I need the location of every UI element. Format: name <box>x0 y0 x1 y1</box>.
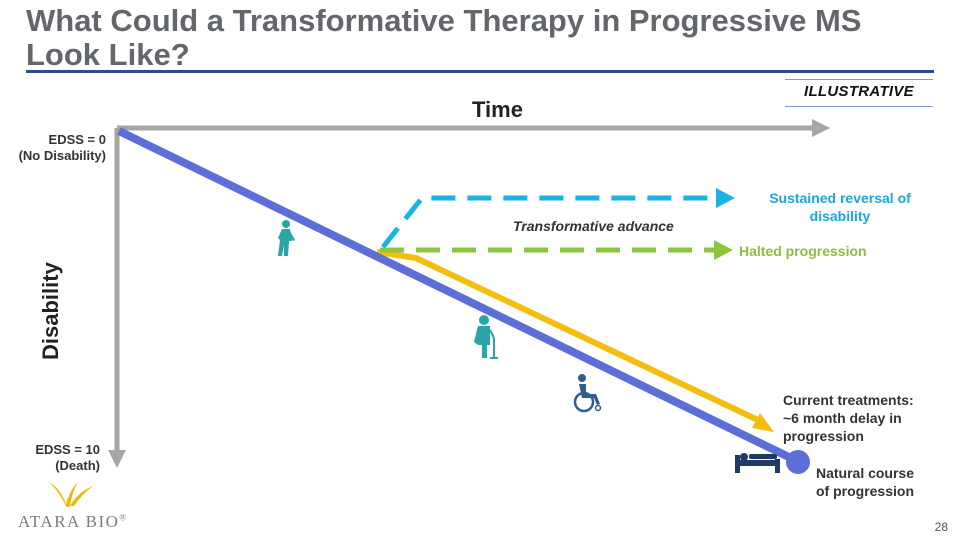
edss-zero-line2: (No Disability) <box>18 148 106 163</box>
sustained-reversal-line <box>381 195 718 249</box>
halted-progression-arrow <box>714 240 733 260</box>
edss-ten-line1: EDSS = 10 <box>35 442 100 457</box>
current-line2: ~6 month delay in <box>783 410 902 426</box>
person-with-cane-icon <box>474 315 498 359</box>
atara-logo-icon <box>49 482 93 507</box>
disability-axis-arrow <box>108 450 126 468</box>
page-number: 28 <box>934 520 948 534</box>
wheelchair-icon <box>573 374 602 413</box>
badge-bottom-rule <box>785 106 933 107</box>
sustained-reversal-arrow <box>716 188 735 208</box>
title-divider <box>26 70 934 73</box>
company-logo: ATARA BIO® <box>18 512 128 532</box>
logo-name: ATARA BIO <box>18 512 120 531</box>
sustained-line1: Sustained reversal of <box>769 190 911 206</box>
halted-progression-label: Halted progression <box>739 243 867 259</box>
sustained-line2: disability <box>809 208 871 224</box>
illustrative-badge: ILLUSTRATIVE <box>804 83 914 100</box>
edss-ten-line2: (Death) <box>55 458 100 473</box>
badge-top-rule <box>785 79 933 80</box>
edss-ten-label: EDSS = 10 (Death) <box>10 442 100 474</box>
logo-registered: ® <box>119 512 128 523</box>
current-treatments-arrow <box>752 413 774 432</box>
current-line3: progression <box>783 428 864 444</box>
natural-course-label: Natural course of progression <box>815 464 915 500</box>
edss-zero-line1: EDSS = 0 <box>48 132 106 147</box>
current-treatments-line <box>376 249 762 424</box>
time-axis-label: Time <box>472 97 523 122</box>
natural-course-line <box>117 127 799 465</box>
bed-icon <box>735 453 780 473</box>
disability-axis-label: Disability <box>38 262 63 360</box>
sustained-reversal-label: Sustained reversal of disability <box>740 189 940 225</box>
natural-line1: Natural course <box>815 465 915 481</box>
natural-line2: of progression <box>815 483 914 499</box>
natural-course-endpoint <box>786 450 810 474</box>
current-treatments-label: Current treatments: ~6 month delay in pr… <box>783 391 914 445</box>
walking-person-icon <box>278 220 295 256</box>
transformative-advance-label: Transformative advance <box>513 218 674 234</box>
current-line1: Current treatments: <box>783 392 914 408</box>
slide-title: What Could a Transformative Therapy in P… <box>26 3 862 72</box>
time-axis-arrow <box>812 119 830 137</box>
edss-zero-label: EDSS = 0 (No Disability) <box>10 132 106 164</box>
